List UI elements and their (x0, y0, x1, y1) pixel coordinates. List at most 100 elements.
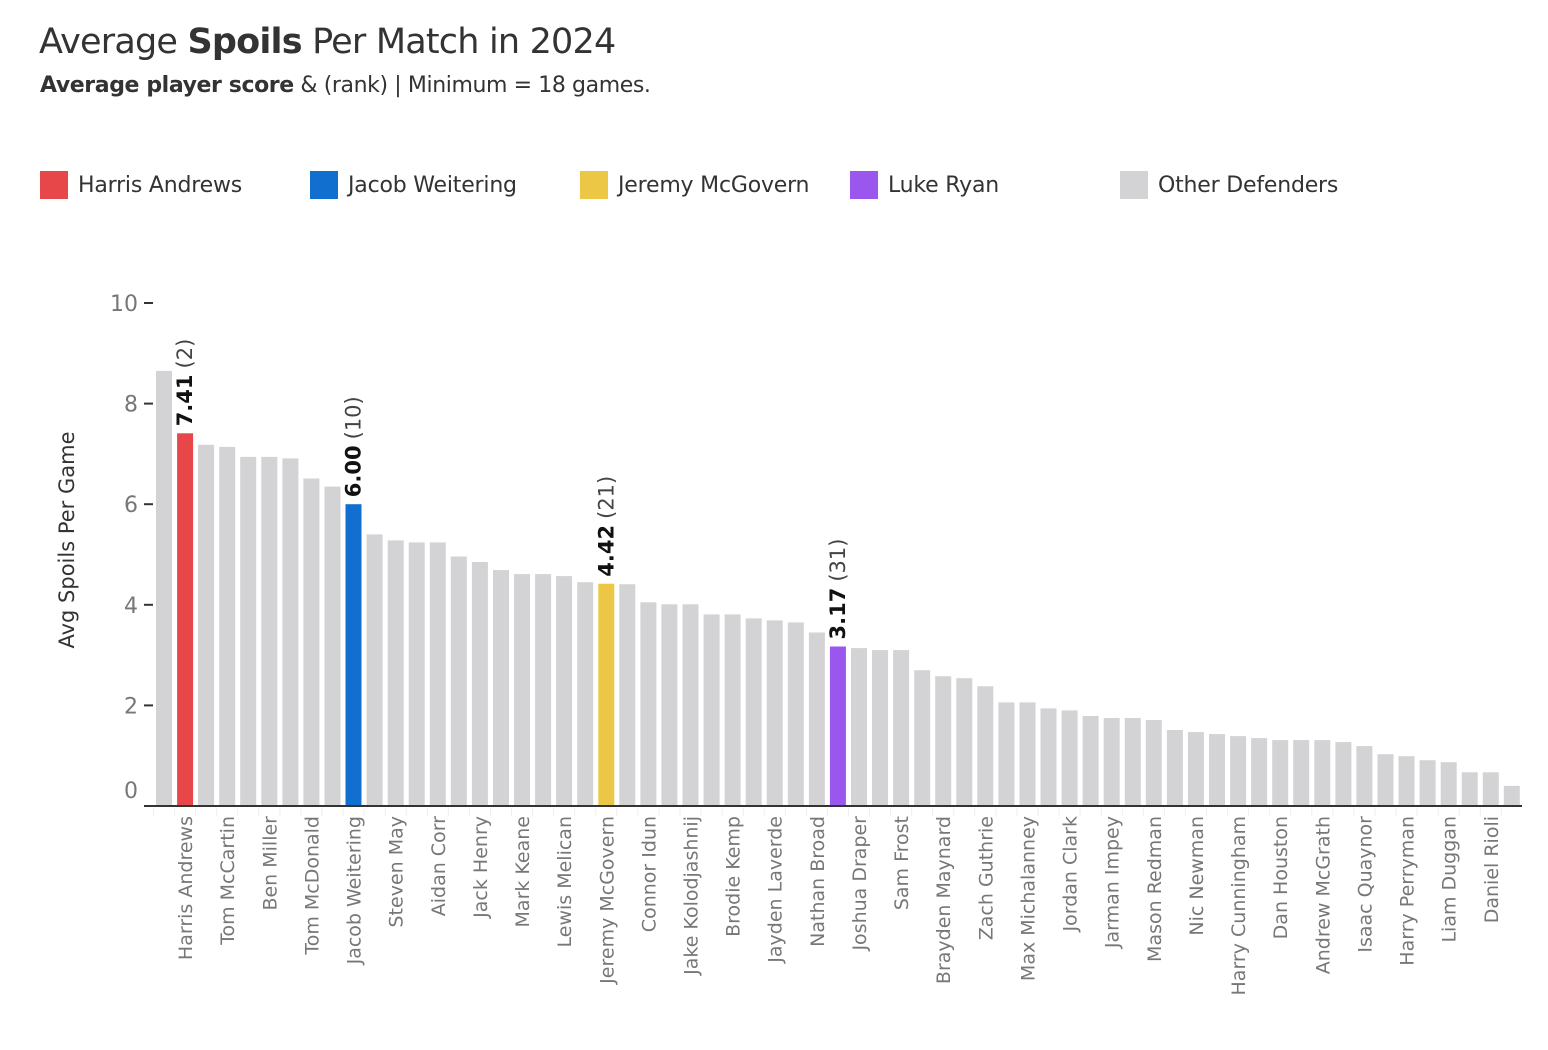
y-tick-label: 8 (124, 393, 138, 418)
x-tick-label: Aidan Corr (428, 816, 450, 916)
bar[interactable] (851, 648, 867, 806)
bar[interactable] (661, 604, 678, 806)
legend-swatch (40, 171, 68, 199)
bar[interactable] (808, 632, 825, 807)
bar[interactable] (1209, 734, 1225, 806)
bar[interactable] (766, 620, 783, 806)
bar[interactable] (640, 602, 657, 806)
y-tick-label: 4 (124, 594, 138, 619)
title-suffix: Per Match in 2024 (301, 22, 616, 62)
bar[interactable] (493, 570, 509, 806)
bar[interactable] (703, 614, 720, 806)
bar[interactable] (1103, 718, 1120, 806)
bar[interactable] (1419, 760, 1436, 806)
bar[interactable] (1082, 716, 1099, 806)
bar[interactable] (1251, 738, 1268, 806)
bar[interactable] (914, 670, 931, 806)
legend-label: Jeremy McGovern (618, 172, 810, 198)
bar[interactable] (535, 574, 552, 806)
bar[interactable] (724, 614, 741, 806)
x-tick-label: Andrew McGrath (1312, 816, 1334, 974)
bar[interactable] (1040, 708, 1057, 806)
bar[interactable] (1230, 736, 1247, 806)
bar[interactable] (261, 456, 278, 806)
bar[interactable] (998, 702, 1015, 806)
bar[interactable] (619, 584, 636, 806)
bar-highlight[interactable] (345, 504, 362, 806)
bar[interactable] (1482, 772, 1499, 806)
bar[interactable] (1335, 742, 1352, 806)
bar[interactable] (1187, 732, 1204, 806)
bar[interactable] (1061, 710, 1078, 806)
bar[interactable] (893, 650, 910, 806)
x-tick-label: Mark Keane (512, 816, 534, 927)
bar[interactable] (556, 576, 573, 806)
legend-item-jeremy-mcgovern[interactable]: Jeremy McGovern (580, 171, 810, 199)
bar-value-label: 7.41 (2) (173, 339, 197, 427)
bar[interactable] (366, 534, 383, 806)
bar[interactable] (787, 622, 804, 806)
bar-highlight[interactable] (829, 646, 846, 807)
legend-item-jacob-weitering[interactable]: Jacob Weitering (310, 171, 517, 199)
bar[interactable] (1377, 754, 1394, 806)
x-tick-label: Harris Andrews (175, 816, 197, 960)
bar[interactable] (282, 458, 299, 806)
x-tick-label: Harry Perryman (1397, 816, 1419, 966)
bar[interactable] (577, 582, 594, 806)
bar[interactable] (1145, 720, 1162, 806)
subtitle-rest: & (rank) | Minimum = 18 games. (293, 73, 651, 98)
y-axis: 0 2 4 6 8 10 (110, 292, 153, 807)
value-label: 4.42 (594, 525, 618, 577)
bar[interactable] (956, 678, 973, 806)
x-tick-label: Jeremy McGovern (596, 816, 618, 985)
bar-value-label: 6.00 (10) (342, 396, 366, 497)
y-tick-label: 2 (124, 694, 138, 719)
x-tick-label: Max Michalanney (1018, 816, 1040, 981)
bar[interactable] (387, 540, 404, 806)
value-label: 3.17 (826, 588, 850, 640)
y-tick-label: 10 (110, 292, 138, 317)
bar[interactable] (219, 446, 236, 806)
bar[interactable] (429, 542, 446, 806)
bar[interactable] (156, 370, 172, 806)
x-tick-label: Nic Newman (1186, 816, 1208, 936)
legend-item-other-defenders[interactable]: Other Defenders (1120, 171, 1338, 199)
bar[interactable] (1272, 740, 1289, 806)
bar[interactable] (682, 604, 699, 806)
bar[interactable] (745, 618, 762, 806)
bar[interactable] (1293, 740, 1310, 806)
bar[interactable] (1440, 762, 1457, 806)
title-prefix: Average (39, 22, 188, 62)
x-tick-label: Tom McDonald (301, 816, 323, 956)
bar[interactable] (872, 650, 888, 806)
x-tick-label: Harry Cunningham (1228, 816, 1250, 995)
bar[interactable] (471, 562, 488, 806)
bar[interactable] (935, 676, 952, 806)
x-tick-label: Nathan Broad (807, 816, 829, 947)
legend-item-luke-ryan[interactable]: Luke Ryan (850, 171, 999, 199)
y-tick-label: 6 (124, 493, 138, 518)
bar[interactable] (977, 686, 994, 806)
bar[interactable] (303, 478, 320, 807)
bar[interactable] (514, 574, 530, 806)
legend-swatch (850, 171, 878, 199)
bar[interactable] (324, 486, 341, 806)
bar[interactable] (1019, 702, 1036, 806)
bar-value-label: 3.17 (31) (826, 539, 850, 640)
bar[interactable] (198, 444, 215, 806)
bar[interactable] (1124, 718, 1141, 806)
bar[interactable] (450, 556, 467, 807)
bar-highlight[interactable] (177, 433, 194, 806)
bar[interactable] (1166, 730, 1183, 806)
title-bold: Spoils (187, 22, 302, 62)
bar-highlight[interactable] (598, 583, 615, 806)
bar[interactable] (240, 456, 257, 806)
legend-item-harris-andrews[interactable]: Harris Andrews (40, 171, 242, 199)
bar[interactable] (1461, 772, 1478, 806)
bar[interactable] (1314, 740, 1331, 806)
bar[interactable] (1503, 785, 1520, 806)
bar[interactable] (408, 542, 425, 806)
bar[interactable] (1356, 746, 1373, 806)
bar[interactable] (1398, 756, 1415, 806)
